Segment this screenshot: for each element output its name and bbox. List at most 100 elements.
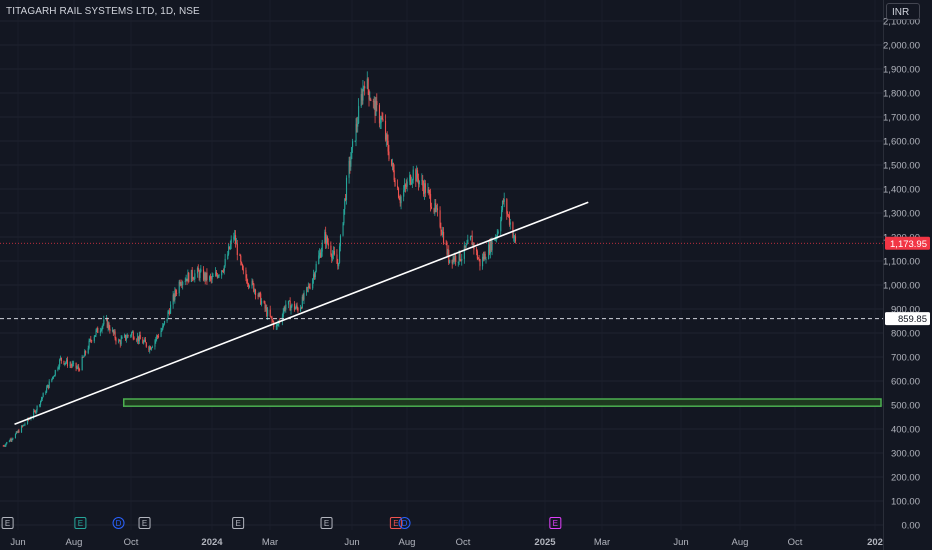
candle-up	[170, 304, 172, 314]
candle-down	[410, 175, 412, 185]
candle-down	[240, 255, 242, 262]
candle-down	[393, 170, 395, 181]
candle-up	[205, 272, 207, 280]
candle-down	[169, 311, 171, 314]
candle-up	[57, 367, 59, 371]
candle-down	[34, 410, 36, 413]
dividend-marker[interactable]: D	[112, 517, 125, 529]
candle-up	[348, 160, 350, 178]
candle-down	[293, 303, 296, 310]
candle-up	[40, 400, 42, 405]
earnings-marker[interactable]: E	[74, 517, 87, 529]
candle-up	[385, 134, 387, 140]
candle-down	[209, 276, 211, 278]
currency-button[interactable]: INR	[886, 3, 920, 20]
candle-down	[430, 194, 432, 207]
candle-down	[372, 101, 374, 102]
candle-up	[9, 439, 11, 442]
candle-down	[254, 289, 257, 296]
x-axis[interactable]: Jun Aug Oct 2024 Mar Jun Aug Oct 2025 Mar Jun Aug Oc…	[10, 537, 883, 548]
candle-down	[186, 278, 188, 282]
candle-down	[477, 258, 479, 260]
candle-down	[60, 357, 62, 361]
candle-up	[379, 122, 381, 124]
candle-up	[168, 311, 170, 313]
candle-down	[453, 257, 455, 261]
candle-down	[441, 231, 443, 235]
earnings-marker[interactable]: E	[549, 517, 562, 529]
candle-up	[315, 263, 317, 272]
event-letter: D	[116, 519, 122, 528]
earnings-marker[interactable]: E	[1, 517, 14, 529]
candle-up	[404, 184, 406, 191]
candle-up	[483, 253, 485, 260]
event-letter: E	[393, 519, 398, 528]
candle-up	[166, 318, 168, 322]
candle-up	[72, 363, 74, 366]
candle-up	[161, 329, 163, 332]
candle-down	[10, 439, 12, 441]
candle-up	[258, 292, 260, 297]
candle-down	[422, 179, 424, 186]
candle-down	[478, 258, 480, 260]
x-tick-label: 2024	[201, 537, 223, 548]
candle-up	[410, 182, 413, 185]
candle-up	[180, 284, 182, 286]
candle-up	[457, 261, 459, 263]
candle-up	[88, 340, 90, 349]
candle-up	[285, 304, 287, 310]
candle-up	[51, 378, 53, 382]
candle-up	[503, 199, 505, 202]
current-price-tag-bg	[885, 236, 930, 250]
candle-up	[111, 330, 114, 332]
earnings-marker[interactable]: E	[232, 517, 245, 529]
candle-down	[47, 384, 49, 388]
candle-up	[120, 338, 122, 345]
candle-up	[436, 208, 438, 210]
candle-down	[228, 246, 231, 249]
candle-down	[29, 418, 31, 420]
candle-up	[452, 257, 454, 264]
support-zone-layer	[122, 398, 882, 407]
candle-down	[90, 339, 92, 341]
dividend-marker[interactable]: D	[398, 517, 411, 529]
candle-down	[148, 346, 150, 351]
candle-down	[392, 163, 394, 171]
candle-down	[157, 335, 159, 337]
candle-up	[339, 235, 341, 247]
y-tick-label: 2,000.00	[883, 41, 920, 52]
candle-down	[202, 269, 205, 280]
candle-up	[427, 189, 429, 193]
y-tick-label: 1,300.00	[883, 209, 920, 220]
candle-up	[287, 300, 289, 305]
candle-down	[239, 254, 241, 256]
candle-up	[350, 159, 352, 167]
candle-up	[218, 275, 220, 277]
earnings-marker[interactable]: E	[389, 517, 402, 529]
candle-up	[69, 364, 71, 366]
x-tick-label: Oct	[456, 537, 471, 548]
earnings-marker[interactable]: E	[320, 517, 333, 529]
candle-down	[405, 185, 407, 187]
candle-down	[502, 201, 504, 202]
y-axis[interactable]: 0.00 100.00 200.00 300.00 400.00 500.00 600.00…	[883, 17, 920, 532]
candle-up	[312, 278, 314, 289]
candle-down	[106, 318, 108, 328]
candle-up	[194, 273, 196, 280]
earnings-icon	[74, 517, 87, 529]
candle-up	[54, 370, 56, 376]
candle-up	[58, 366, 60, 368]
candle-down	[356, 124, 358, 127]
level-price-tag: 859.85	[898, 314, 927, 325]
candle-down	[460, 260, 462, 262]
candle-down	[302, 296, 304, 300]
candle-up	[41, 397, 43, 400]
candle-up	[156, 335, 158, 339]
candle-down	[66, 359, 68, 366]
earnings-marker[interactable]: E	[138, 517, 151, 529]
candle-down	[253, 283, 255, 292]
candle-up	[358, 106, 360, 124]
